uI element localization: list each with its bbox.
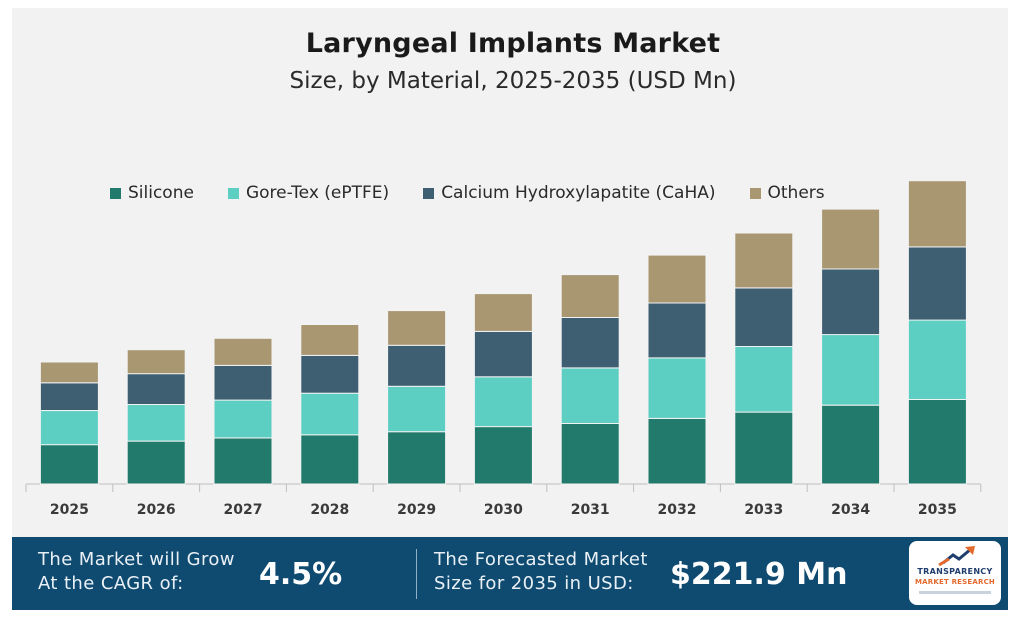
bar-segment-others-2027 <box>213 337 273 366</box>
footer-divider <box>416 549 417 599</box>
legend-label: Silicone <box>128 183 194 203</box>
x-tick-label: 2027 <box>224 502 263 518</box>
legend-item: Silicone <box>110 183 194 203</box>
bar-segment-others-2026 <box>126 349 186 375</box>
bar-segment-others-2033 <box>734 232 794 289</box>
legend-label: Calcium Hydroxylapatite (CaHA) <box>441 183 716 203</box>
forecast-label-line1: The Forecasted Market <box>434 549 648 570</box>
bar-segment-calcium-hydroxylapatite-caha-2028 <box>300 354 360 394</box>
legend-item: Gore-Tex (ePTFE) <box>227 183 390 203</box>
x-tick-label: 2025 <box>50 502 89 518</box>
cagr-label-line1: The Market will Grow <box>38 549 235 570</box>
x-tick-label: 2033 <box>744 502 783 518</box>
bar-segment-silicone-2027 <box>213 437 273 485</box>
footer-banner: The Market will Grow At the CAGR of: 4.5… <box>12 537 1008 610</box>
bar-segment-silicone-2028 <box>300 434 360 485</box>
x-tick-label: 2030 <box>484 502 523 518</box>
bar-segment-gore-tex-eptfe-2028 <box>300 392 360 436</box>
x-tick-label: 2029 <box>397 502 436 518</box>
bar-segment-others-2035 <box>907 180 967 248</box>
logo-arrow-icon <box>938 546 975 567</box>
forecast-label-line2: Size for 2035 in USD: <box>434 573 634 594</box>
logo-tagline-bar <box>919 591 991 594</box>
bar-segment-others-2025 <box>39 361 99 384</box>
bar-segment-others-2028 <box>300 324 360 356</box>
bar-segment-others-2032 <box>647 254 707 304</box>
x-tick-label: 2028 <box>310 502 349 518</box>
bar-segment-calcium-hydroxylapatite-caha-2025 <box>39 382 99 411</box>
bar-segment-others-2031 <box>560 274 620 319</box>
company-logo: TRANSPARENCY MARKET RESEARCH <box>909 541 1001 605</box>
bar-segment-gore-tex-eptfe-2034 <box>821 334 881 406</box>
legend-swatch <box>423 187 435 199</box>
x-tick-label: 2034 <box>831 502 870 518</box>
cagr-value: 4.5% <box>259 557 343 592</box>
forecast-value: $221.9 Mn <box>670 557 848 592</box>
x-tick-label: 2031 <box>571 502 610 518</box>
bar-segment-gore-tex-eptfe-2031 <box>560 367 620 424</box>
logo-text-line1: TRANSPARENCY <box>917 567 993 576</box>
logo-text-line2: MARKET RESEARCH <box>915 578 995 586</box>
bar-segment-calcium-hydroxylapatite-caha-2029 <box>387 344 447 387</box>
x-tick-label: 2026 <box>137 502 176 518</box>
legend-label: Gore-Tex (ePTFE) <box>245 183 390 203</box>
bar-segment-calcium-hydroxylapatite-caha-2030 <box>473 330 533 378</box>
bar-segment-calcium-hydroxylapatite-caha-2034 <box>821 268 881 336</box>
bar-segment-gore-tex-eptfe-2035 <box>907 319 967 400</box>
bar-segment-silicone-2035 <box>907 399 967 485</box>
bar-segment-silicone-2033 <box>734 411 794 485</box>
bar-segment-calcium-hydroxylapatite-caha-2032 <box>647 302 707 359</box>
bar-segment-calcium-hydroxylapatite-caha-2033 <box>734 287 794 347</box>
bar-segment-silicone-2025 <box>39 444 99 485</box>
cagr-label-line2: At the CAGR of: <box>38 573 184 594</box>
bar-segment-silicone-2030 <box>473 426 533 485</box>
bar-segment-others-2029 <box>387 310 447 346</box>
bar-segment-silicone-2034 <box>821 404 881 485</box>
bar-segment-silicone-2032 <box>647 417 707 485</box>
bar-segment-others-2034 <box>821 208 881 270</box>
chart-subtitle: Size, by Material, 2025-2035 (USD Mn) <box>289 68 737 94</box>
bar-segment-gore-tex-eptfe-2029 <box>387 385 447 433</box>
x-tick-label: 2032 <box>658 502 697 518</box>
bar-segment-gore-tex-eptfe-2033 <box>734 346 794 413</box>
legend-label: Others <box>767 183 825 203</box>
bar-segment-calcium-hydroxylapatite-caha-2026 <box>126 373 186 406</box>
bar-segment-gore-tex-eptfe-2025 <box>39 410 99 446</box>
chart-title: Laryngeal Implants Market <box>305 28 721 59</box>
legend-item: Calcium Hydroxylapatite (CaHA) <box>423 183 716 203</box>
bar-segment-others-2030 <box>473 293 533 332</box>
bar-segment-gore-tex-eptfe-2027 <box>213 399 273 439</box>
chart-legend: Silicone Gore-Tex (ePTFE) Calcium Hydroxyl… <box>110 183 825 203</box>
legend-swatch <box>749 187 761 199</box>
bar-segment-calcium-hydroxylapatite-caha-2035 <box>907 246 967 321</box>
x-tick-label: 2035 <box>918 502 957 518</box>
legend-item: Others <box>749 183 825 203</box>
bar-segment-gore-tex-eptfe-2032 <box>647 357 707 419</box>
bar-segment-calcium-hydroxylapatite-caha-2027 <box>213 364 273 401</box>
bar-chart: 2025 2026 2027 2028 2029 2030 2031 2032 2033 2034… <box>25 180 982 518</box>
bar-segment-calcium-hydroxylapatite-caha-2031 <box>560 317 620 369</box>
bar-segment-silicone-2029 <box>387 431 447 485</box>
bar-segment-silicone-2031 <box>560 423 620 485</box>
bar-segment-silicone-2026 <box>126 440 186 485</box>
legend-swatch <box>110 187 121 199</box>
legend-swatch <box>227 187 239 199</box>
bar-segment-gore-tex-eptfe-2026 <box>126 404 186 442</box>
bar-segment-gore-tex-eptfe-2030 <box>473 376 533 428</box>
